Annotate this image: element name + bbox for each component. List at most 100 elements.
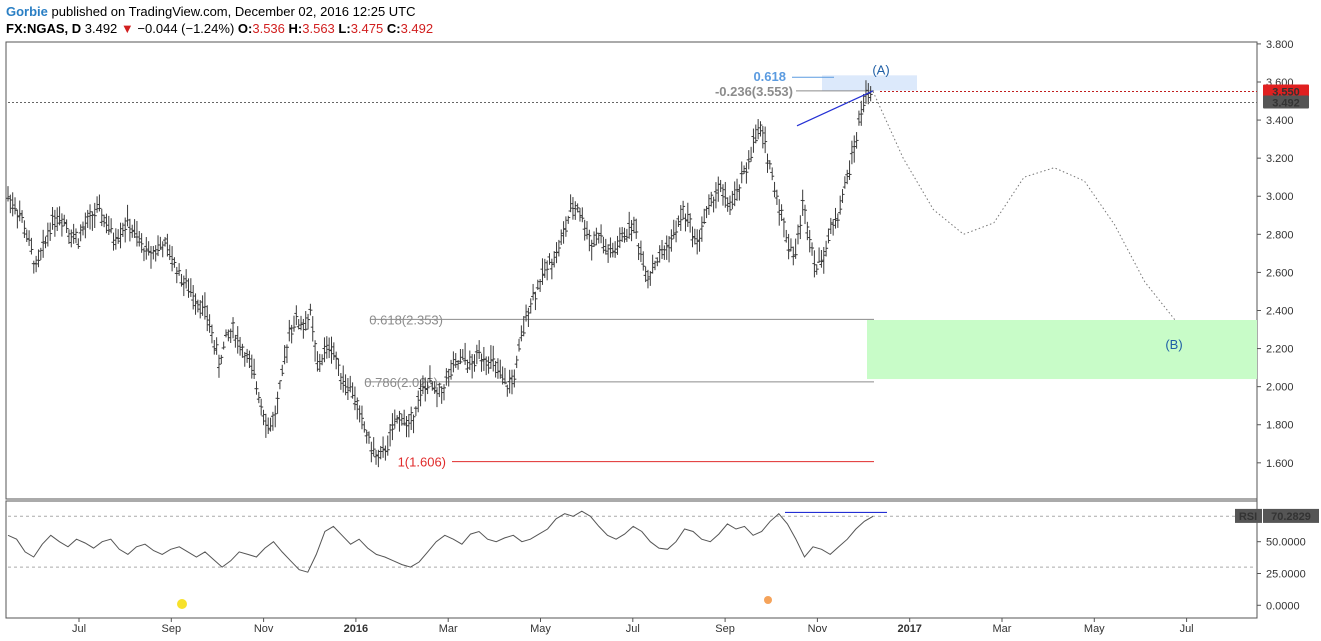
price-bar[interactable] [99, 208, 104, 227]
price-bar[interactable] [498, 359, 503, 379]
price-bar[interactable] [174, 266, 179, 284]
price-bar[interactable] [610, 242, 615, 258]
price-bar[interactable] [570, 197, 575, 220]
price-bar[interactable] [451, 351, 456, 373]
price-bar[interactable] [622, 227, 627, 243]
price-bar[interactable] [261, 409, 266, 426]
price-bar[interactable] [374, 449, 379, 465]
price-bar[interactable] [580, 207, 585, 223]
price-bar[interactable] [472, 354, 477, 372]
price-bar[interactable] [277, 380, 282, 390]
price-bar[interactable] [817, 247, 822, 263]
price-bar[interactable] [245, 348, 250, 363]
price-bar[interactable] [709, 191, 714, 207]
price-bar[interactable] [238, 336, 243, 356]
price-bar[interactable] [861, 93, 866, 113]
price-bar[interactable] [256, 391, 261, 404]
price-bar[interactable] [240, 343, 245, 358]
price-bar[interactable] [324, 336, 329, 359]
price-bar[interactable] [29, 237, 34, 255]
price-bar[interactable] [760, 126, 765, 149]
price-bar[interactable] [127, 218, 132, 242]
price-bar[interactable] [812, 250, 817, 278]
price-bar[interactable] [427, 365, 432, 383]
price-bar[interactable] [474, 344, 479, 365]
price-bar[interactable] [777, 199, 782, 226]
price-bar[interactable] [193, 293, 198, 315]
price-bar[interactable] [411, 414, 416, 434]
price-bar[interactable] [52, 209, 57, 237]
price-bar[interactable] [116, 229, 121, 244]
price-bar[interactable] [20, 210, 25, 223]
price-bar[interactable] [542, 258, 547, 278]
price-bar[interactable] [615, 235, 620, 255]
price-bar[interactable] [247, 350, 252, 369]
price-bar[interactable] [643, 266, 648, 283]
price-axis[interactable]: 3.8003.6003.4003.2003.0002.8002.6002.400… [1257, 39, 1294, 470]
price-bar[interactable] [221, 341, 226, 350]
price-bar[interactable] [509, 369, 514, 395]
price-bar[interactable] [338, 372, 343, 390]
price-bar[interactable] [547, 253, 552, 265]
price-bar[interactable] [449, 359, 454, 380]
price-bar[interactable] [685, 202, 690, 227]
price-bar[interactable] [716, 176, 721, 202]
price-bar[interactable] [456, 360, 461, 370]
price-bar[interactable] [111, 232, 116, 251]
price-bar[interactable] [153, 245, 158, 262]
price-bar[interactable] [573, 201, 578, 220]
price-bar[interactable] [842, 176, 847, 189]
price-bar[interactable] [477, 340, 482, 360]
price-bar[interactable] [840, 189, 845, 204]
price-bar[interactable] [725, 197, 730, 212]
price-bar[interactable] [308, 303, 313, 316]
price-bar[interactable] [863, 80, 868, 104]
price-bar[interactable] [306, 313, 311, 330]
price-bar[interactable] [788, 238, 793, 252]
price-bar[interactable] [66, 229, 71, 245]
projection-layer[interactable]: (A) (B) [796, 63, 1183, 352]
price-bar[interactable] [629, 219, 634, 242]
price-bar[interactable] [552, 251, 557, 268]
price-bar[interactable] [667, 236, 672, 263]
price-bar[interactable] [549, 258, 554, 280]
price-bar[interactable] [500, 366, 505, 385]
price-bar[interactable] [118, 222, 123, 249]
price-bar[interactable] [645, 269, 650, 289]
price-bar[interactable] [404, 416, 409, 438]
price-bar[interactable] [697, 229, 702, 252]
price-bar[interactable] [139, 233, 144, 253]
price-bar[interactable] [280, 364, 285, 377]
price-bar[interactable] [856, 110, 861, 126]
price-bar[interactable] [48, 222, 53, 241]
price-bar[interactable] [17, 200, 22, 222]
price-bar[interactable] [765, 153, 770, 173]
price-bar[interactable] [334, 351, 339, 370]
price-bar[interactable] [55, 207, 60, 232]
rsi-line[interactable] [7, 510, 874, 573]
price-bar[interactable] [289, 324, 294, 344]
price-bar[interactable] [601, 236, 606, 254]
price-bar[interactable] [62, 214, 67, 227]
price-bar[interactable] [814, 264, 819, 275]
price-bars[interactable] [6, 80, 873, 468]
price-bar[interactable] [22, 220, 27, 238]
price-bar[interactable] [27, 230, 32, 246]
price-bar[interactable] [545, 260, 550, 281]
price-bar[interactable] [144, 237, 149, 260]
price-bar[interactable] [737, 184, 742, 201]
price-bar[interactable] [486, 356, 491, 374]
price-bar[interactable] [720, 184, 725, 206]
price-bar[interactable] [826, 228, 831, 244]
price-bar[interactable] [76, 238, 81, 249]
price-bar[interactable] [34, 255, 39, 273]
price-bar[interactable] [805, 221, 810, 241]
price-bar[interactable] [216, 354, 221, 378]
price-bar[interactable] [845, 169, 850, 185]
price-bar[interactable] [416, 390, 421, 413]
price-bar[interactable] [681, 200, 686, 220]
price-bar[interactable] [624, 228, 629, 242]
price-bar[interactable] [137, 231, 142, 247]
price-bar[interactable] [505, 384, 510, 397]
price-bar[interactable] [702, 208, 707, 225]
